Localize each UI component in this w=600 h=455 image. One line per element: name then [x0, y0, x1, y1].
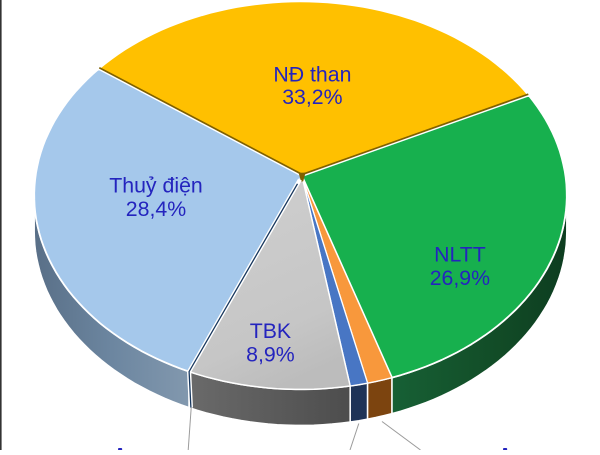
svg-text:Thuỷ điện: Thuỷ điện	[109, 174, 203, 198]
svg-text:26,9%: 26,9%	[430, 266, 490, 290]
svg-text:NĐ than: NĐ than	[273, 63, 351, 87]
svg-text:8,9%: 8,9%	[246, 342, 295, 366]
svg-text:33,2%: 33,2%	[282, 85, 342, 109]
svg-text:TBK: TBK	[250, 319, 291, 343]
svg-text:NLTT: NLTT	[434, 243, 486, 267]
svg-text:28,4%: 28,4%	[126, 197, 186, 221]
